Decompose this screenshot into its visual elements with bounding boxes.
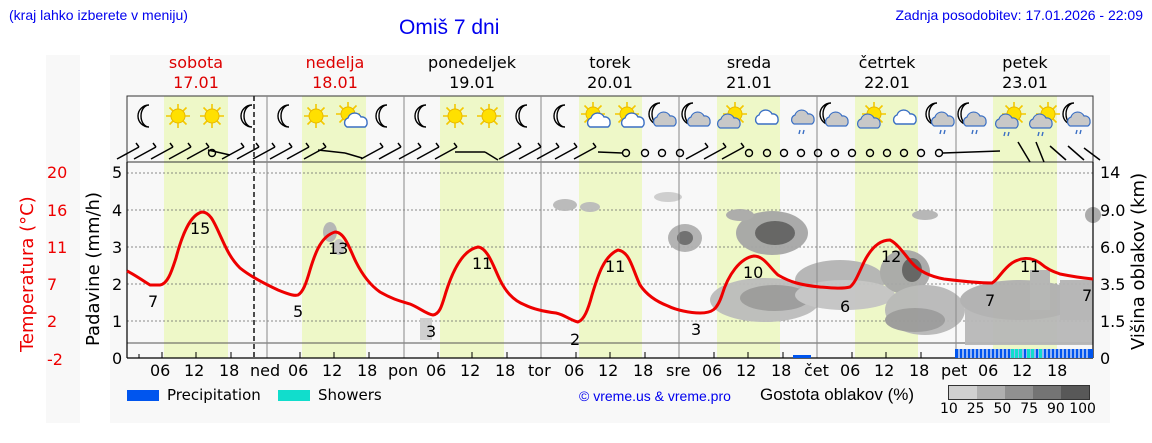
temperature-labels: 7 15 5 13 3 11 2 11 3 10 6 12 7 11 7 — [148, 219, 1092, 349]
svg-text:13: 13 — [328, 239, 348, 258]
day-label-sat: sobota 17.01 — [168, 53, 224, 92]
day-label-wed: sreda 21.01 — [726, 53, 772, 92]
cloud-tick: 1.5 — [1100, 312, 1126, 331]
x-tick: sre — [666, 361, 691, 380]
temperature-line — [126, 210, 1094, 324]
svg-text:2: 2 — [570, 330, 580, 349]
scale-label: 75 — [1020, 401, 1039, 417]
precip-tick: 0 — [112, 349, 123, 368]
temp-tick: 11 — [47, 238, 68, 257]
x-tick: pet — [941, 361, 968, 380]
svg-text:5: 5 — [293, 302, 303, 321]
x-tick: 06 — [288, 361, 309, 380]
x-tick: 06 — [426, 361, 447, 380]
x-tick: 06 — [978, 361, 999, 380]
svg-text:11: 11 — [605, 257, 625, 276]
precip-tick: 3 — [112, 238, 123, 257]
cloud-density-title: Gostota oblakov (%) — [760, 385, 915, 404]
scale-label: 100 — [1069, 401, 1096, 417]
cloud-density-scale-labels: 10 25 50 75 90 100 — [940, 401, 1096, 417]
x-tick: 06 — [840, 361, 861, 380]
cloud-tick: 14 — [1100, 163, 1121, 182]
showers-swatch — [278, 389, 310, 401]
precip-tick: 1 — [112, 312, 123, 331]
x-tick: 18 — [633, 361, 654, 380]
scale-label: 50 — [993, 401, 1012, 417]
precip-tick: 2 — [112, 275, 123, 294]
svg-text:3: 3 — [691, 320, 701, 339]
scale-label: 25 — [966, 401, 985, 417]
x-tick: 12 — [1012, 361, 1033, 380]
x-tick: 12 — [598, 361, 619, 380]
x-tick: 12 — [736, 361, 757, 380]
x-tick: 12 — [184, 361, 205, 380]
x-tick: 12 — [874, 361, 895, 380]
scale-label: 10 — [940, 401, 958, 417]
cloud-tick: 3.5 — [1100, 275, 1126, 294]
copyright-link[interactable]: © vreme.us & vreme.pro — [579, 388, 731, 404]
x-tick: pon — [388, 361, 419, 380]
day-label-mon: ponedeljek 19.01 — [428, 53, 516, 92]
svg-text:7: 7 — [1082, 286, 1092, 305]
day-label-thu: četrtek 22.01 — [858, 53, 916, 92]
x-tick: tor — [528, 361, 551, 380]
svg-text:11: 11 — [1020, 257, 1040, 276]
precip-tick: 4 — [112, 201, 123, 220]
page-title: Omiš 7 dni — [399, 16, 500, 39]
cloud-tick: 6.0 — [1100, 238, 1126, 257]
temp-tick: -2 — [47, 350, 63, 369]
day-label-sun: nedelja 18.01 — [305, 53, 365, 92]
last-update: Zadnja posodobitev: 17.01.2026 - 22:09 — [895, 7, 1143, 23]
svg-text:6: 6 — [840, 297, 850, 316]
svg-text:3: 3 — [426, 322, 436, 341]
temp-tick: 16 — [47, 201, 68, 220]
svg-text:15: 15 — [190, 219, 210, 238]
svg-text:7: 7 — [148, 292, 158, 311]
x-tick: 18 — [771, 361, 792, 380]
x-tick: 18 — [219, 361, 240, 380]
legend-showers: Showers — [278, 386, 382, 404]
precipitation-label: Precipitation — [167, 386, 261, 404]
temp-tick: 7 — [47, 275, 58, 294]
showers-label: Showers — [318, 386, 382, 404]
x-tick: 06 — [564, 361, 585, 380]
scale-label: 90 — [1046, 401, 1065, 417]
wind-barbs — [116, 141, 1101, 163]
svg-text:10: 10 — [743, 263, 763, 282]
day-label-fri: petek 23.01 — [1002, 53, 1048, 92]
cloud-tick: 9.0 — [1100, 201, 1126, 220]
svg-text:11: 11 — [472, 254, 492, 273]
x-tick: čet — [804, 361, 829, 380]
precipitation-swatch — [127, 389, 159, 401]
x-tick: 12 — [460, 361, 481, 380]
day-label-tue: torek 20.01 — [587, 53, 633, 92]
location-hint[interactable]: (kraj lahko izberete v meniju) — [9, 7, 188, 23]
temp-tick: 20 — [47, 163, 68, 182]
cloud-density — [323, 192, 1101, 345]
temp-tick: 2 — [47, 312, 58, 331]
legend-precipitation: Precipitation — [127, 386, 261, 404]
x-tick: 06 — [150, 361, 171, 380]
precipitation-bars — [793, 349, 1093, 358]
x-tick: 18 — [1047, 361, 1068, 380]
x-tick: 18 — [357, 361, 378, 380]
precip-tick: 5 — [112, 163, 123, 182]
x-tick: 18 — [909, 361, 930, 380]
left-axis-panel — [46, 55, 80, 423]
x-tick: ned — [250, 361, 281, 380]
cloud-density-scale — [948, 385, 1090, 400]
cloud-tick: 0 — [1100, 349, 1111, 368]
x-tick: 06 — [702, 361, 723, 380]
x-tick: 12 — [322, 361, 343, 380]
x-tick: 18 — [495, 361, 516, 380]
svg-text:7: 7 — [985, 291, 995, 310]
svg-text:12: 12 — [881, 247, 901, 266]
